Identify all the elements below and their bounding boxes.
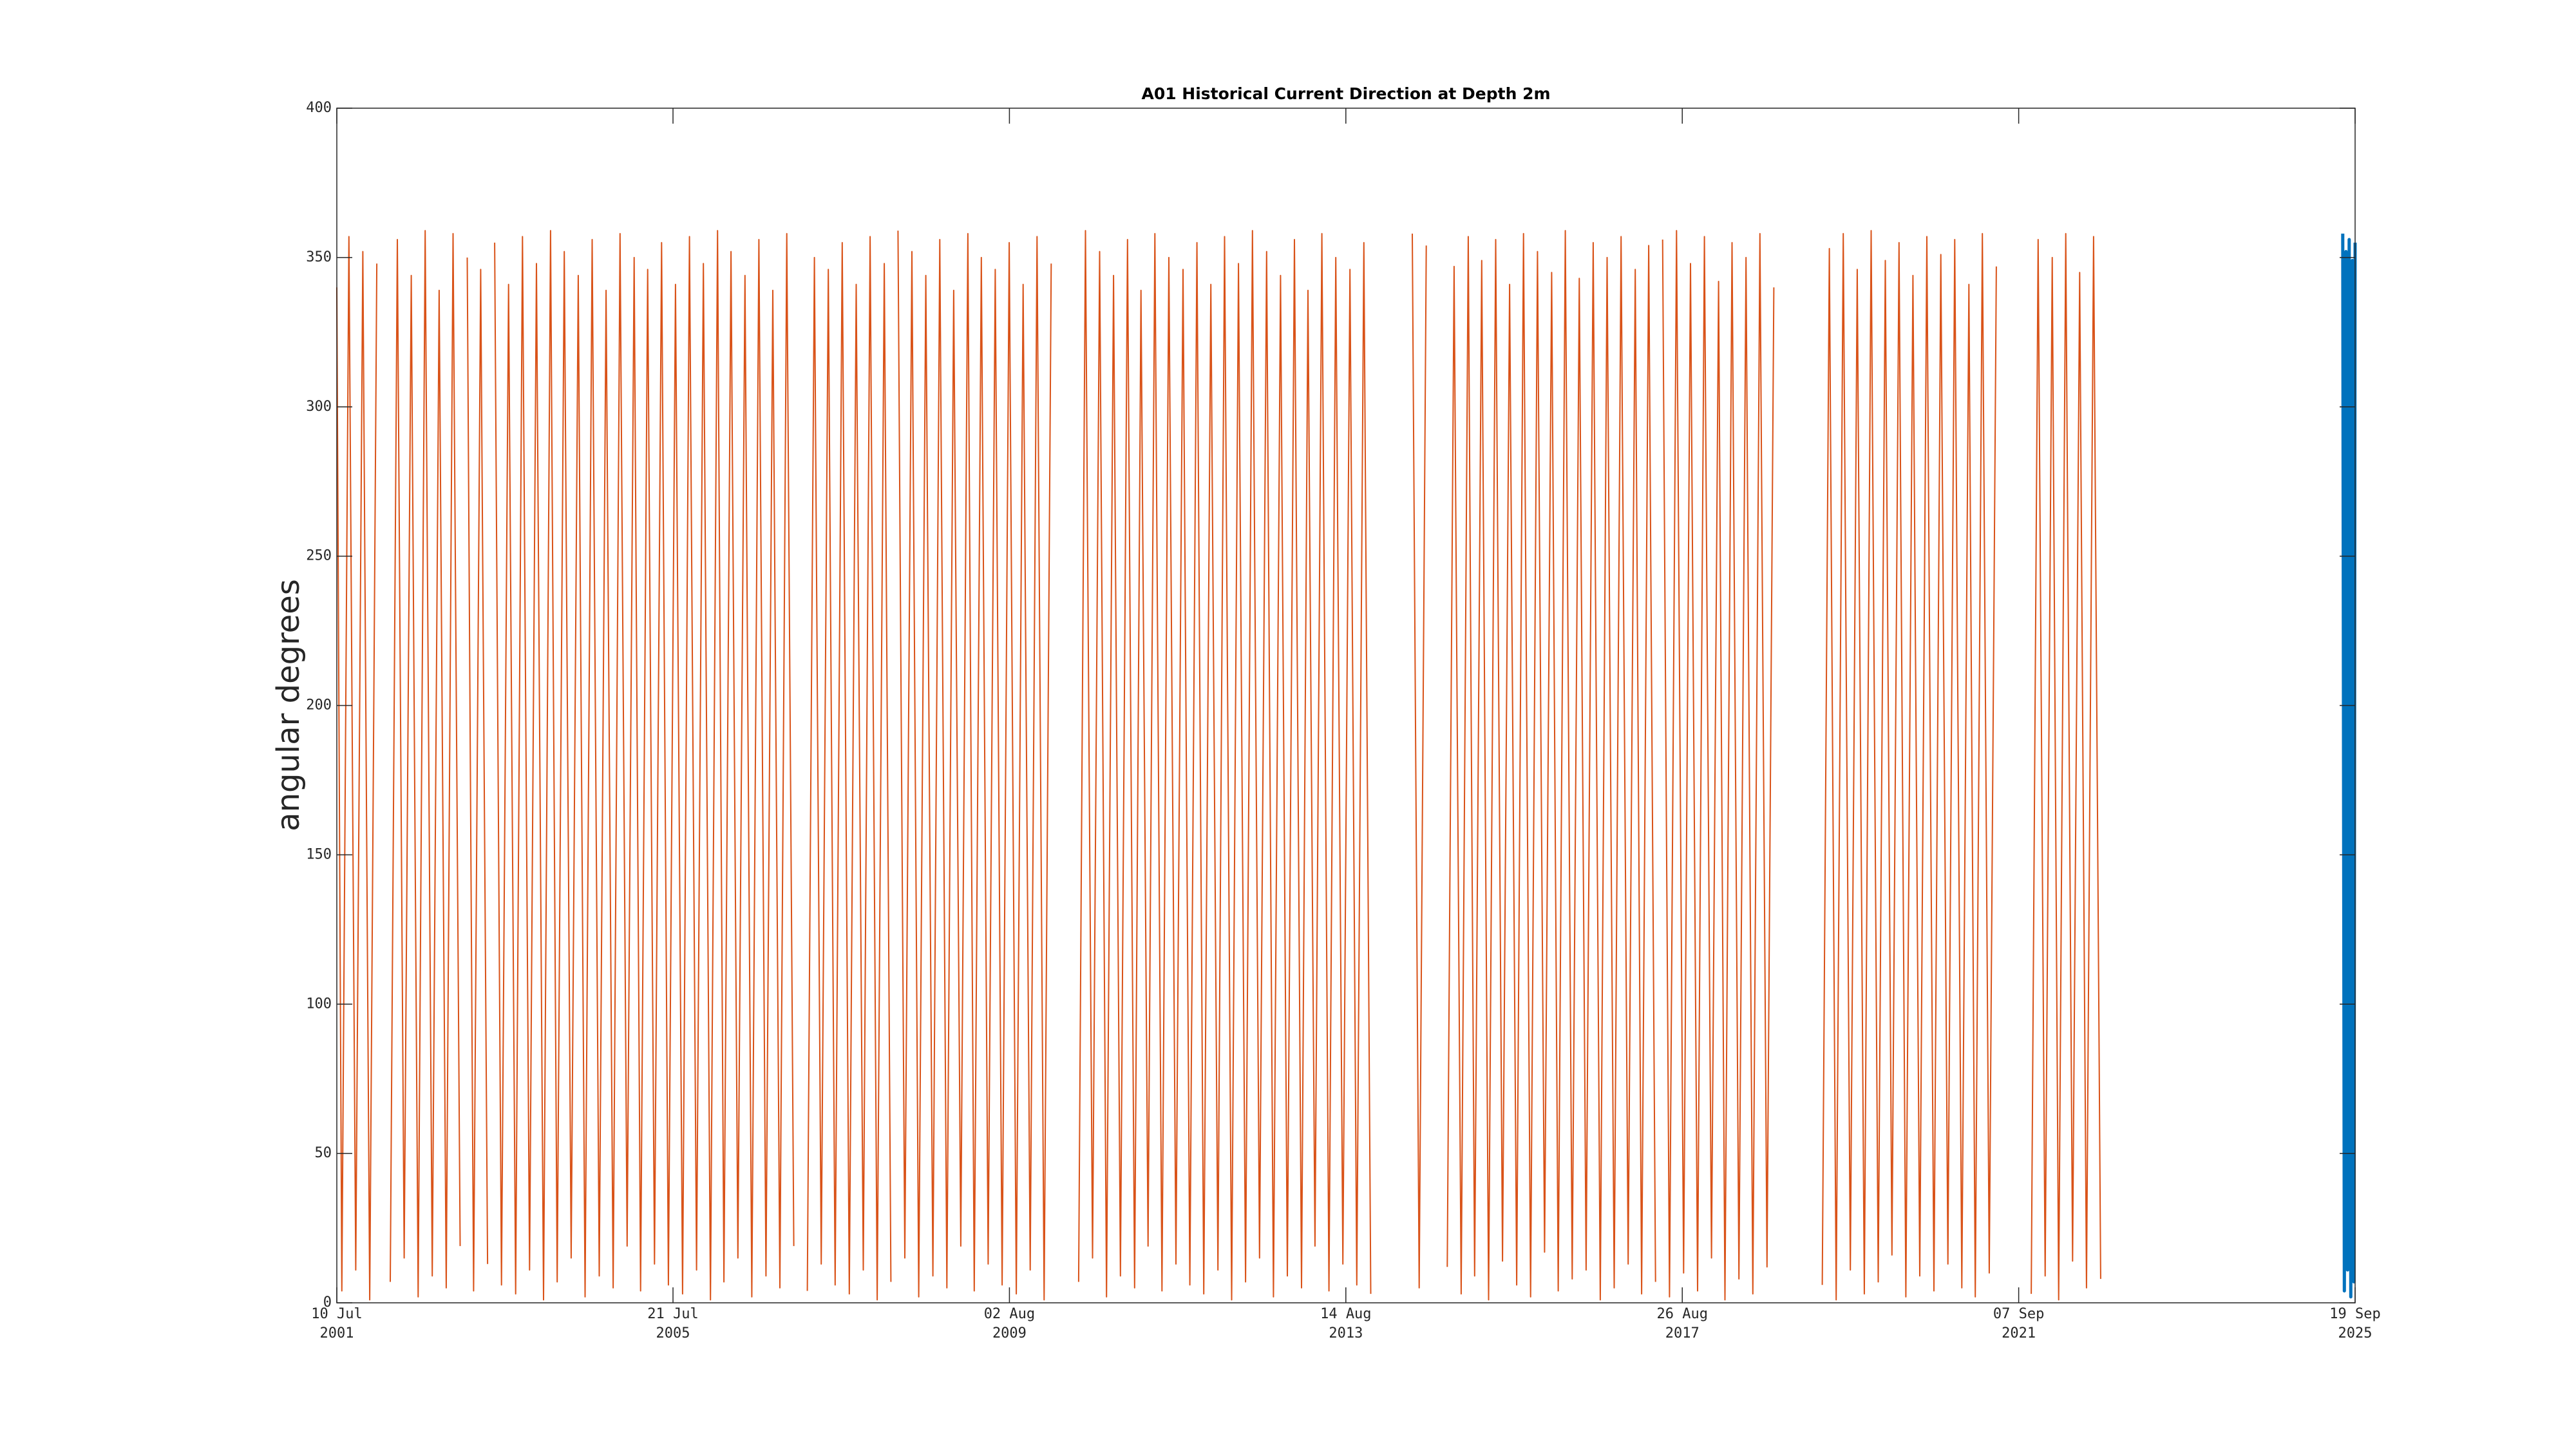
x-tick-label: 2025 <box>2338 1325 2372 1341</box>
x-tick-label: 2009 <box>992 1325 1027 1341</box>
x-tick-label: 2001 <box>320 1325 354 1341</box>
data-line <box>2341 233 2357 1299</box>
y-tick-label: 150 <box>306 846 332 862</box>
x-tick-label: 2017 <box>1665 1325 1700 1341</box>
y-tick-label: 200 <box>306 697 332 714</box>
y-axis-label: angular degrees <box>270 579 307 831</box>
x-tick-label: 19 Sep <box>2329 1306 2380 1322</box>
x-tick-label: 2005 <box>656 1325 690 1341</box>
x-tick-label: 2021 <box>2002 1325 2036 1341</box>
x-tick-label: 2013 <box>1329 1325 1363 1341</box>
y-tick-label: 350 <box>306 249 332 265</box>
data-line <box>336 230 2101 1301</box>
x-tick-label: 14 Aug <box>1320 1306 1371 1322</box>
y-tick-label: 300 <box>306 399 332 415</box>
x-tick-label: 07 Sep <box>1993 1306 2044 1322</box>
y-tick-label: 0 <box>323 1294 332 1311</box>
x-tick-label: 10 Jul <box>311 1306 362 1322</box>
y-tick-label: 250 <box>306 548 332 564</box>
x-tick-label: 21 Jul <box>647 1306 698 1322</box>
x-tick-label: 02 Aug <box>984 1306 1035 1322</box>
y-tick-label: 400 <box>306 100 332 116</box>
chart-title: A01 Historical Current Direction at Dept… <box>1141 84 1550 103</box>
y-tick-label: 50 <box>315 1145 332 1161</box>
x-tick-label: 26 Aug <box>1656 1306 1707 1322</box>
y-tick-label: 100 <box>306 996 332 1012</box>
